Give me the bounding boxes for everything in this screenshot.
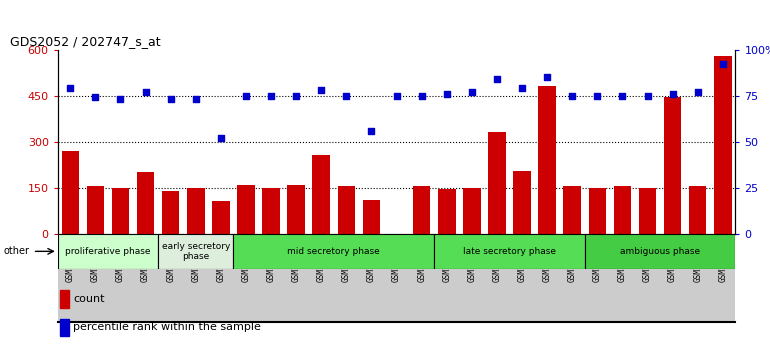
Bar: [212, 201, 229, 234]
Bar: [162, 191, 179, 234]
Text: GSM109817: GSM109817: [141, 241, 150, 282]
Bar: [86, 186, 104, 234]
Text: GSM109826: GSM109826: [292, 241, 300, 282]
Text: GSM109837: GSM109837: [517, 241, 527, 282]
FancyBboxPatch shape: [434, 234, 584, 269]
Point: [691, 89, 704, 95]
Point: [340, 93, 353, 98]
Bar: [463, 188, 480, 234]
Bar: [614, 186, 631, 234]
Text: GSM109819: GSM109819: [618, 241, 627, 282]
Text: GSM109834: GSM109834: [442, 241, 451, 282]
Bar: [588, 188, 606, 234]
Text: GSM109822: GSM109822: [216, 241, 226, 282]
Text: percentile rank within the sample: percentile rank within the sample: [73, 322, 261, 332]
Text: GSM109816: GSM109816: [116, 241, 125, 282]
Bar: [112, 188, 129, 234]
Text: GSM109823: GSM109823: [643, 241, 652, 282]
Bar: [313, 155, 330, 234]
Bar: [60, 319, 69, 336]
Point: [541, 74, 554, 80]
Bar: [689, 186, 707, 234]
Point: [165, 96, 177, 102]
Point: [717, 62, 729, 67]
Text: GSM109821: GSM109821: [191, 241, 200, 282]
Bar: [438, 189, 456, 234]
Text: mid secretory phase: mid secretory phase: [287, 247, 380, 256]
Point: [365, 128, 377, 133]
Text: GSM109828: GSM109828: [342, 241, 351, 282]
Point: [290, 93, 303, 98]
Point: [64, 85, 76, 91]
Text: late secretory phase: late secretory phase: [463, 247, 556, 256]
Text: early secretory
phase: early secretory phase: [162, 242, 230, 261]
Text: GSM109814: GSM109814: [65, 241, 75, 282]
Text: GSM109833: GSM109833: [693, 241, 702, 282]
Text: GSM109840: GSM109840: [718, 241, 728, 282]
Point: [239, 93, 252, 98]
Bar: [514, 171, 531, 234]
Bar: [337, 186, 355, 234]
Point: [265, 93, 277, 98]
Text: GSM109836: GSM109836: [493, 241, 501, 282]
Point: [416, 93, 428, 98]
Point: [139, 89, 152, 95]
Text: GSM109824: GSM109824: [242, 241, 250, 282]
Text: GSM109815: GSM109815: [91, 241, 100, 282]
Text: GSM109832: GSM109832: [668, 241, 677, 282]
Bar: [187, 188, 205, 234]
Text: GSM109829: GSM109829: [367, 241, 376, 282]
Bar: [60, 290, 69, 308]
Point: [591, 93, 604, 98]
Point: [89, 95, 102, 100]
Point: [390, 93, 403, 98]
Text: GDS2052 / 202747_s_at: GDS2052 / 202747_s_at: [10, 35, 161, 48]
Point: [566, 93, 578, 98]
Point: [466, 89, 478, 95]
Point: [516, 85, 528, 91]
Text: GSM109831: GSM109831: [417, 241, 426, 282]
Bar: [237, 184, 255, 234]
Point: [114, 96, 126, 102]
Point: [490, 76, 503, 82]
FancyBboxPatch shape: [233, 234, 434, 269]
Bar: [664, 97, 681, 234]
Text: proliferative phase: proliferative phase: [65, 247, 151, 256]
Text: ambiguous phase: ambiguous phase: [620, 247, 700, 256]
Text: GSM109835: GSM109835: [467, 241, 477, 282]
Bar: [714, 56, 732, 234]
FancyBboxPatch shape: [158, 234, 233, 269]
Text: count: count: [73, 294, 105, 304]
Text: GSM109818: GSM109818: [593, 241, 602, 282]
FancyBboxPatch shape: [58, 234, 158, 269]
Bar: [413, 186, 430, 234]
Point: [215, 135, 227, 141]
Text: GSM109825: GSM109825: [266, 241, 276, 282]
Text: GSM109839: GSM109839: [567, 241, 577, 282]
Point: [189, 96, 202, 102]
Text: GSM109820: GSM109820: [166, 241, 176, 282]
Bar: [488, 132, 506, 234]
Bar: [538, 86, 556, 234]
Bar: [62, 151, 79, 234]
Bar: [137, 172, 154, 234]
Point: [641, 93, 654, 98]
Text: other: other: [4, 246, 30, 256]
Point: [667, 91, 679, 97]
Bar: [263, 188, 280, 234]
Bar: [287, 184, 305, 234]
Point: [616, 93, 628, 98]
Text: GSM109838: GSM109838: [543, 241, 551, 282]
Point: [315, 87, 327, 93]
Bar: [639, 188, 656, 234]
Text: GSM109830: GSM109830: [392, 241, 401, 282]
Text: GSM109827: GSM109827: [316, 241, 326, 282]
Point: [440, 91, 453, 97]
Bar: [564, 186, 581, 234]
Bar: [363, 200, 380, 234]
FancyBboxPatch shape: [584, 234, 735, 269]
